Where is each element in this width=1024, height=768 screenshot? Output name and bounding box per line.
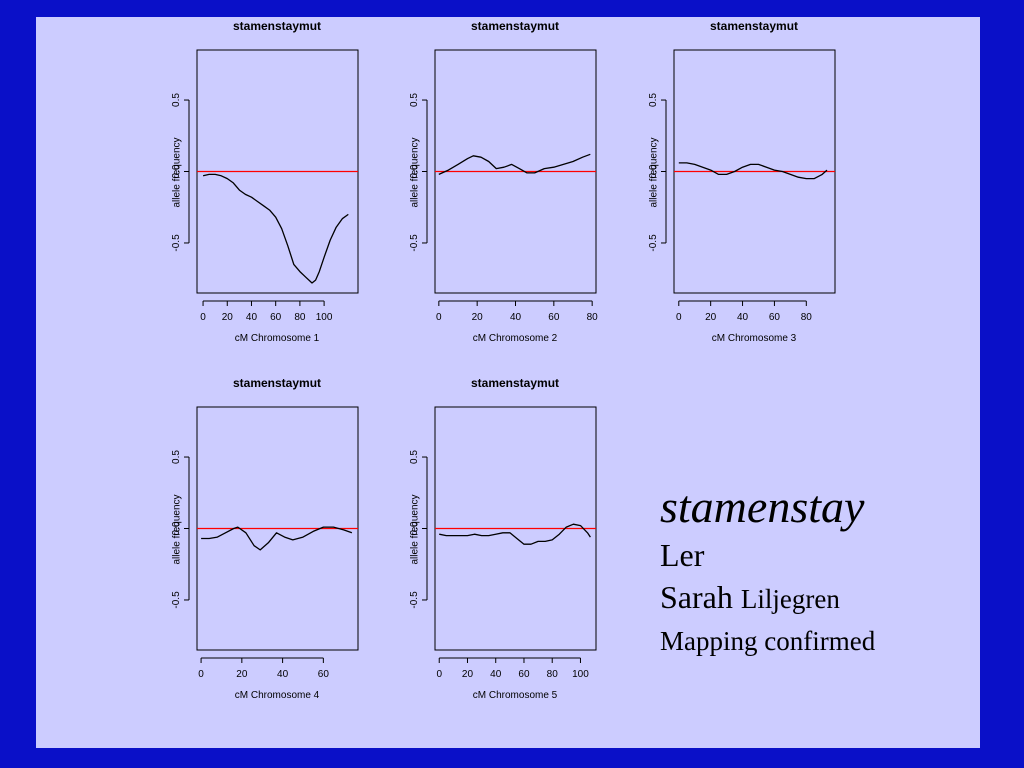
y-tick-label: 0.0 xyxy=(648,164,659,178)
chart-panel-chromosome-3: stamenstaymut allele frequency cM Chromo… xyxy=(634,17,874,357)
plot-area: 0 20 40 60 80 -0.5 0.0 0.5 xyxy=(409,49,599,323)
x-tick-label: 60 xyxy=(548,312,560,323)
caption-author: Sarah Liljegren xyxy=(660,575,875,621)
plot-area: 0 20 40 60 -0.5 0.0 0.5 xyxy=(171,406,359,680)
x-tick-label: 40 xyxy=(277,669,289,680)
y-tick-label: 0.5 xyxy=(409,450,420,464)
caption-author-first: Sarah xyxy=(660,579,741,615)
y-tick-label: -0.5 xyxy=(648,234,659,252)
chart-title: stamenstaymut xyxy=(470,376,560,390)
x-tick-label: 40 xyxy=(510,312,522,323)
x-tick-label: 80 xyxy=(587,312,599,323)
x-tick-label: 80 xyxy=(294,312,306,323)
series-line xyxy=(201,526,353,551)
x-tick-label: 0 xyxy=(198,669,204,680)
y-tick-label: -0.5 xyxy=(409,234,420,252)
y-tick-label: 0.0 xyxy=(409,164,420,178)
x-tick-label: 60 xyxy=(769,312,781,323)
series-line xyxy=(202,173,349,284)
y-tick-label: 0.0 xyxy=(171,521,182,535)
x-axis-label: cM Chromosome 5 xyxy=(472,690,558,701)
x-tick-label: 20 xyxy=(236,669,248,680)
plot-area: 0 20 40 60 80 100 -0.5 0.0 0.5 xyxy=(171,49,359,323)
slide-caption: stamenstay Ler Sarah Liljegren Mapping c… xyxy=(660,479,875,661)
y-tick-label: 0.5 xyxy=(171,93,182,107)
x-tick-label: 40 xyxy=(490,669,502,680)
y-tick-label: 0.5 xyxy=(648,93,659,107)
x-tick-label: 40 xyxy=(246,312,258,323)
x-tick-label: 20 xyxy=(222,312,234,323)
chart-panel-chromosome-5: stamenstaymut allele frequency cM Chromo… xyxy=(395,374,635,714)
y-tick-label: -0.5 xyxy=(171,591,182,609)
x-tick-label: 60 xyxy=(518,669,530,680)
y-tick-label: -0.5 xyxy=(171,234,182,252)
y-tick-label: -0.5 xyxy=(409,591,420,609)
x-tick-label: 60 xyxy=(318,669,330,680)
series-line xyxy=(439,523,591,545)
x-tick-label: 80 xyxy=(547,669,559,680)
slide-background: stamenstaymut allele frequency cM Chromo… xyxy=(36,17,980,748)
chart-title: stamenstaymut xyxy=(470,19,560,33)
x-tick-label: 60 xyxy=(270,312,282,323)
plot-area: 0 20 40 60 80 -0.5 0.0 0.5 xyxy=(648,49,836,323)
x-tick-label: 80 xyxy=(801,312,813,323)
chart-title: stamenstaymut xyxy=(232,376,322,390)
x-tick-label: 20 xyxy=(705,312,717,323)
y-tick-label: 0.5 xyxy=(171,450,182,464)
x-tick-label: 0 xyxy=(436,669,442,680)
chart-panel-chromosome-1: stamenstaymut allele frequency cM Chromo… xyxy=(157,17,397,357)
x-axis-label: cM Chromosome 3 xyxy=(711,333,797,344)
x-tick-label: 40 xyxy=(737,312,749,323)
caption-status: Mapping confirmed xyxy=(660,626,876,656)
y-tick-label: 0.0 xyxy=(409,521,420,535)
series-line xyxy=(438,153,591,175)
caption-ecotype: Ler xyxy=(660,537,705,573)
y-tick-label: 0.0 xyxy=(171,164,182,178)
chart-panel-chromosome-4: stamenstaymut allele frequency cM Chromo… xyxy=(157,374,397,714)
chart-title: stamenstaymut xyxy=(709,19,799,33)
x-tick-label: 100 xyxy=(316,312,333,323)
x-axis-label: cM Chromosome 1 xyxy=(234,333,320,344)
x-tick-label: 100 xyxy=(572,669,589,680)
x-axis-label: cM Chromosome 2 xyxy=(472,333,558,344)
caption-author-last: Liljegren xyxy=(740,584,840,614)
x-axis-label: cM Chromosome 4 xyxy=(234,690,320,701)
plot-area: 0 20 40 60 80 100 -0.5 0.0 0.5 xyxy=(409,406,597,680)
chart-title: stamenstaymut xyxy=(232,19,322,33)
x-tick-label: 20 xyxy=(472,312,484,323)
caption-gene-name: stamenstay xyxy=(660,481,865,532)
x-tick-label: 0 xyxy=(436,312,442,323)
y-tick-label: 0.5 xyxy=(409,93,420,107)
x-tick-label: 0 xyxy=(676,312,682,323)
series-line xyxy=(678,162,828,180)
x-tick-label: 20 xyxy=(462,669,474,680)
chart-panel-chromosome-2: stamenstaymut allele frequency cM Chromo… xyxy=(395,17,635,357)
x-tick-label: 0 xyxy=(200,312,206,323)
